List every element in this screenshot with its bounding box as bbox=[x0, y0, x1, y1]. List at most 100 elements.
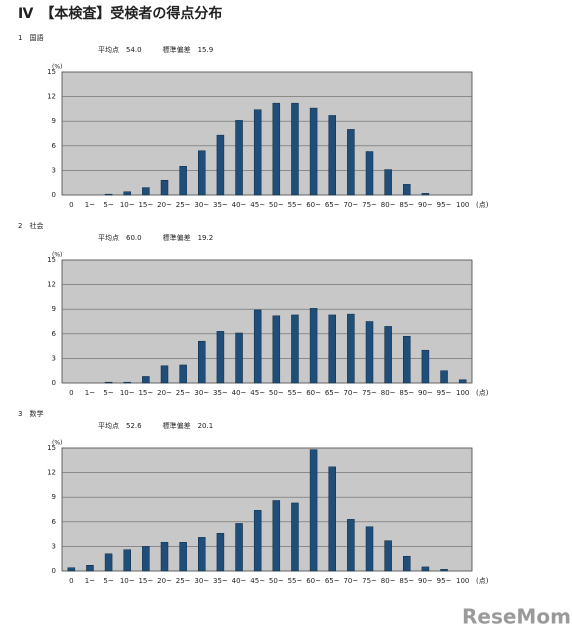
bar bbox=[142, 187, 150, 196]
chart-title: 1 国語 bbox=[18, 33, 43, 42]
y-tick-label: 3 bbox=[52, 166, 56, 174]
x-tick-label: 20~ bbox=[157, 577, 172, 585]
x-tick-label: 45~ bbox=[250, 389, 265, 397]
y-tick-label: 0 bbox=[52, 191, 56, 199]
x-tick-label: 0 bbox=[69, 577, 73, 585]
x-tick-label: 25~ bbox=[176, 389, 191, 397]
x-tick-label: 85~ bbox=[399, 201, 414, 209]
x-tick-label: 40~ bbox=[232, 577, 247, 585]
x-tick-label: 65~ bbox=[325, 389, 340, 397]
chart-subtitle: 平均点 52.6 標準偏差 20.1 bbox=[98, 421, 213, 430]
page-title: Ⅳ 【本検査】受検者の得点分布 bbox=[18, 5, 222, 22]
x-tick-label: 100 bbox=[456, 389, 469, 397]
y-tick-label: 12 bbox=[47, 469, 56, 477]
x-tick-label: 100 bbox=[456, 201, 469, 209]
x-tick-label: 60~ bbox=[306, 577, 321, 585]
x-tick-label: 90~ bbox=[418, 577, 433, 585]
bar bbox=[179, 166, 187, 196]
bar bbox=[328, 314, 336, 384]
x-tick-label: 10~ bbox=[120, 389, 135, 397]
x-tick-label: 20~ bbox=[157, 201, 172, 209]
y-tick-label: 6 bbox=[52, 142, 57, 150]
bar bbox=[198, 150, 206, 196]
x-tick-label: 15~ bbox=[138, 577, 153, 585]
x-tick-label: 20~ bbox=[157, 389, 172, 397]
x-tick-label: 70~ bbox=[343, 577, 358, 585]
x-tick-label: 10~ bbox=[120, 201, 135, 209]
x-tick-label: 75~ bbox=[362, 577, 377, 585]
x-tick-label: 85~ bbox=[399, 577, 414, 585]
y-tick-label: 15 bbox=[47, 68, 56, 76]
x-tick-label: 30~ bbox=[194, 389, 209, 397]
x-tick-label: 45~ bbox=[250, 577, 265, 585]
bar bbox=[421, 349, 430, 384]
bar bbox=[123, 549, 131, 572]
x-tick-label: 60~ bbox=[306, 201, 321, 209]
bar bbox=[309, 449, 318, 572]
y-tick-label: 15 bbox=[47, 256, 56, 264]
x-tick-label: 35~ bbox=[213, 201, 228, 209]
bar bbox=[216, 134, 225, 196]
bar bbox=[347, 519, 355, 572]
bar bbox=[198, 537, 206, 572]
bar bbox=[365, 526, 374, 572]
x-tick-label: 65~ bbox=[325, 577, 340, 585]
bar bbox=[142, 546, 150, 572]
x-tick-label: 80~ bbox=[381, 201, 396, 209]
x-tick-label: 50~ bbox=[269, 389, 284, 397]
x-tick-label: 45~ bbox=[250, 201, 265, 209]
x-tick-label: 15~ bbox=[138, 389, 153, 397]
bar bbox=[235, 332, 243, 384]
bar bbox=[384, 326, 392, 384]
y-tick-label: 3 bbox=[52, 542, 56, 550]
x-tick-label: 1~ bbox=[85, 201, 95, 209]
bar bbox=[142, 376, 150, 384]
x-tick-label: 75~ bbox=[362, 201, 377, 209]
bar bbox=[272, 102, 281, 196]
x-tick-label: 90~ bbox=[418, 389, 433, 397]
x-tick-label: 1~ bbox=[85, 389, 95, 397]
x-tick-label: 5~ bbox=[103, 389, 113, 397]
bar bbox=[309, 107, 318, 196]
bar bbox=[440, 370, 448, 384]
x-tick-label: 95~ bbox=[437, 389, 452, 397]
x-tick-label: 80~ bbox=[381, 389, 396, 397]
y-tick-label: 9 bbox=[52, 493, 56, 501]
bar bbox=[104, 381, 113, 384]
bar bbox=[440, 569, 448, 572]
bar bbox=[216, 533, 225, 572]
y-tick-label: 3 bbox=[52, 354, 56, 362]
bar bbox=[160, 365, 169, 384]
chart-subtitle: 平均点 60.0 標準偏差 19.2 bbox=[98, 233, 213, 242]
x-tick-label: 90~ bbox=[418, 201, 433, 209]
x-tick-label: 60~ bbox=[306, 389, 321, 397]
y-axis-label: (%) bbox=[52, 252, 62, 259]
bar bbox=[403, 184, 411, 196]
bar bbox=[458, 379, 467, 384]
x-tick-label: 30~ bbox=[194, 201, 209, 209]
bar bbox=[328, 466, 336, 572]
bar bbox=[421, 193, 430, 196]
x-tick-label: 40~ bbox=[232, 201, 247, 209]
bar bbox=[86, 565, 94, 572]
bar bbox=[104, 553, 113, 572]
x-tick-label: 70~ bbox=[343, 201, 358, 209]
x-tick-label: 0 bbox=[69, 389, 73, 397]
bar bbox=[384, 540, 392, 572]
bar bbox=[291, 102, 299, 196]
x-tick-label: 25~ bbox=[176, 201, 191, 209]
x-axis-label: (点) bbox=[476, 577, 489, 585]
chart-title: 3 数学 bbox=[18, 409, 43, 418]
bar bbox=[235, 523, 243, 572]
x-tick-label: 50~ bbox=[269, 201, 284, 209]
x-tick-label: 95~ bbox=[437, 201, 452, 209]
x-axis-label: (点) bbox=[476, 201, 489, 209]
watermark: ReseMom bbox=[462, 605, 571, 629]
bar bbox=[365, 151, 374, 196]
bar bbox=[253, 309, 262, 384]
x-axis-label: (点) bbox=[476, 389, 489, 397]
y-tick-label: 0 bbox=[52, 379, 56, 387]
y-tick-label: 6 bbox=[52, 330, 57, 338]
y-axis-label: (%) bbox=[52, 64, 62, 71]
